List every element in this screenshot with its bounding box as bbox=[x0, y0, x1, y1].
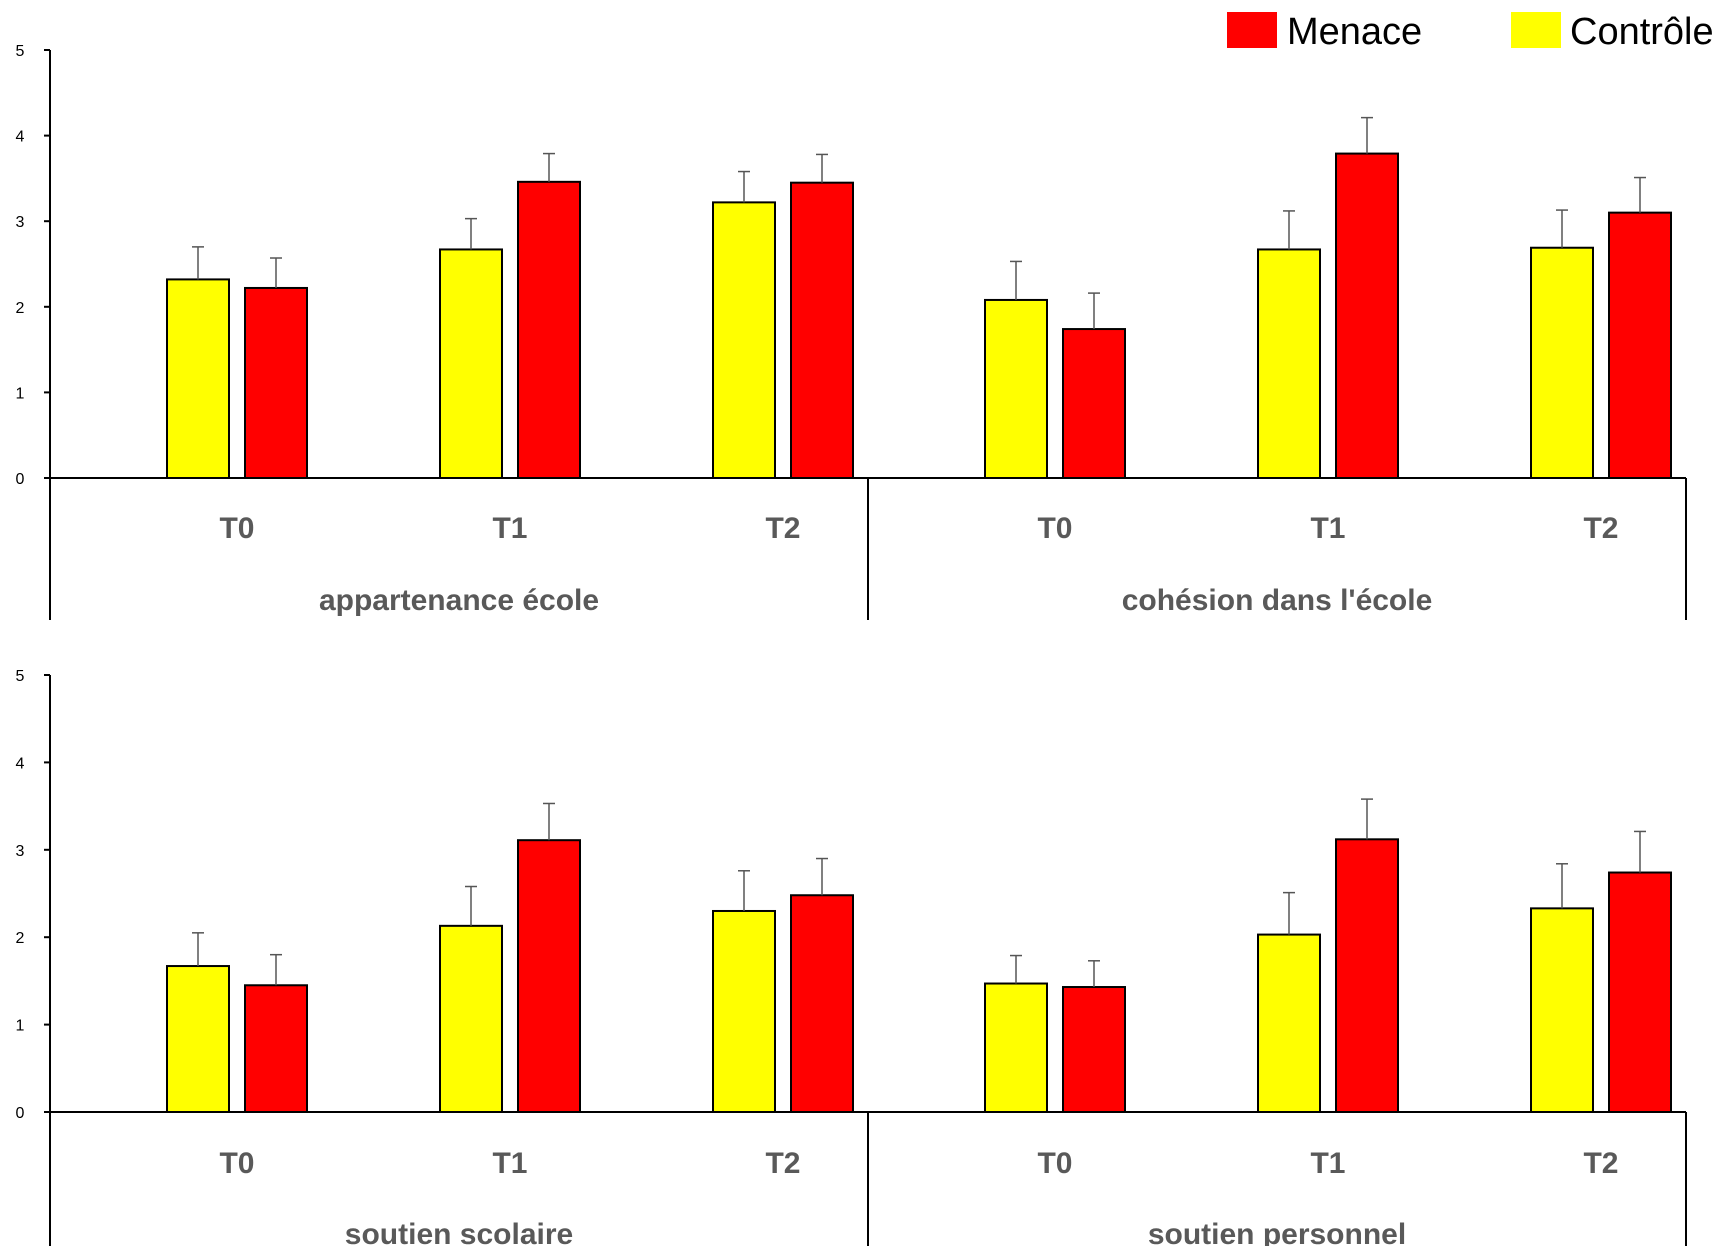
y-tick-label: 0 bbox=[16, 471, 25, 488]
bar-controle bbox=[712, 909, 776, 1113]
y-tick-label: 1 bbox=[16, 1018, 25, 1035]
y-tick-label: 0 bbox=[16, 1105, 25, 1122]
bar-controle bbox=[166, 278, 230, 479]
bar-menace bbox=[790, 181, 854, 479]
bar-controle bbox=[439, 924, 503, 1114]
group-label: appartenance école bbox=[319, 584, 599, 617]
bar-menace bbox=[1062, 986, 1126, 1114]
bar-controle bbox=[1257, 933, 1321, 1113]
y-tick-label: 4 bbox=[16, 129, 25, 146]
legend-item-1: Menace bbox=[1227, 11, 1422, 53]
x-tick-label: T0 bbox=[1037, 1147, 1072, 1180]
x-tick-label: T0 bbox=[219, 1147, 254, 1180]
x-tick-label: T2 bbox=[765, 512, 800, 545]
y-tick-label: 3 bbox=[16, 843, 25, 860]
bar-controle bbox=[1257, 248, 1321, 479]
group-label: soutien personnel bbox=[1148, 1218, 1406, 1246]
x-tick-label: T1 bbox=[492, 1147, 527, 1180]
chart-panel-2: 0 1 2 3 4 5 T0 T1 T2 soutien scolaire T0 T1 T2 soutie… bbox=[16, 668, 1687, 1246]
x-tick-label: T0 bbox=[219, 512, 254, 545]
x-tick-label: T2 bbox=[765, 1147, 800, 1180]
bar-controle bbox=[1530, 907, 1594, 1113]
x-tick-label: T2 bbox=[1583, 512, 1618, 545]
bar-menace bbox=[1608, 211, 1672, 479]
y-tick-label: 5 bbox=[16, 43, 25, 60]
bar-controle bbox=[984, 298, 1048, 479]
bar-menace bbox=[517, 180, 581, 479]
bar-menace bbox=[244, 286, 308, 479]
x-tick-label: T2 bbox=[1583, 1147, 1618, 1180]
x-tick-label: T1 bbox=[1310, 1147, 1345, 1180]
legend-label: Menace bbox=[1287, 11, 1422, 53]
bar-menace bbox=[244, 984, 308, 1114]
bar-group-2: T0 T1 T2 soutien personnel bbox=[984, 798, 1672, 1246]
bar-controle bbox=[439, 248, 503, 479]
chart-panel-1: 0 1 2 3 4 5 T0 T1 T2 appartenance école T0 T1 T2 cohé… bbox=[16, 43, 1687, 620]
x-tick-label: T0 bbox=[1037, 512, 1072, 545]
bar-group-2: T0 T1 T2 cohésion dans l'école bbox=[984, 116, 1672, 617]
y-tick-label: 5 bbox=[16, 668, 25, 685]
legend-label: Contrôle bbox=[1570, 11, 1714, 53]
y-tick-label: 2 bbox=[16, 930, 25, 947]
bar-controle bbox=[712, 201, 776, 479]
bar-menace bbox=[1335, 838, 1399, 1113]
x-tick-label: T1 bbox=[492, 512, 527, 545]
bar-group-1: T0 T1 T2 soutien scolaire bbox=[166, 802, 854, 1246]
group-label: cohésion dans l'école bbox=[1122, 584, 1433, 617]
group-label: soutien scolaire bbox=[345, 1218, 573, 1246]
bar-menace bbox=[1335, 152, 1399, 480]
y-tick-label: 2 bbox=[16, 300, 25, 317]
y-tick-label: 1 bbox=[16, 385, 25, 402]
bar-controle bbox=[984, 982, 1048, 1113]
bar-menace bbox=[1608, 871, 1672, 1113]
y-tick-label: 4 bbox=[16, 755, 25, 772]
bar-menace bbox=[790, 894, 854, 1113]
bar-controle bbox=[166, 965, 230, 1113]
bar-menace bbox=[517, 839, 581, 1113]
legend-swatch bbox=[1511, 12, 1561, 48]
bar-group-1: T0 T1 T2 appartenance école bbox=[166, 152, 854, 617]
legend-swatch bbox=[1227, 12, 1277, 48]
x-tick-label: T1 bbox=[1310, 512, 1345, 545]
y-tick-label: 3 bbox=[16, 214, 25, 231]
bar-controle bbox=[1530, 246, 1594, 479]
legend-item-2: Contrôle bbox=[1511, 11, 1714, 53]
bar-menace bbox=[1062, 328, 1126, 479]
